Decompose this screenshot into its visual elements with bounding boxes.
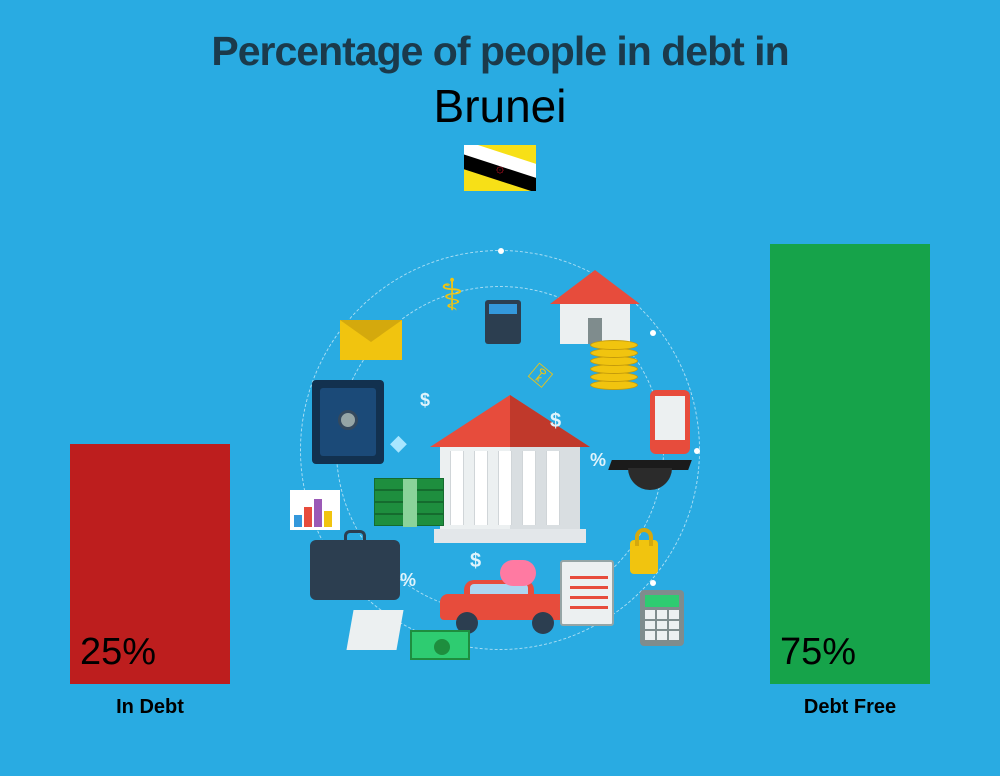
piggy-bank-icon [500,560,536,586]
percent-symbol: % [590,450,606,471]
phone-icon [650,390,690,454]
ring-dot [694,448,700,454]
safe-icon [312,380,384,464]
envelope-icon [340,320,402,360]
coins-icon [590,340,650,410]
ring-dot [650,580,656,586]
bar-in-debt-label: In Debt [70,696,230,719]
mini-chart-icon [290,490,340,530]
bar-debt-free-value: 75% [780,631,856,674]
bar-in-debt-value: 25% [80,631,156,674]
dollar-symbol: $ [550,410,561,433]
finance-illustration: ⚿ ⚕ ◆ $ % $ % $ [290,240,710,660]
car-icon [440,580,570,636]
document-icon [346,610,403,650]
banknote-icon [410,630,470,660]
title-sub: Brunei [0,79,1000,133]
cash-stack-icon [374,470,444,540]
title-main: Percentage of people in debt in [0,0,1000,75]
caduceus-icon: ⚕ [440,270,464,321]
bank-icon [430,395,590,545]
flag-brunei: ۞ [464,145,536,191]
bar-debt-free: 75% [770,244,930,684]
briefcase-icon [310,540,400,600]
calculator-icon [640,590,684,646]
diamond-icon: ◆ [390,430,407,456]
dollar-symbol: $ [470,550,481,573]
padlock-icon [630,540,658,574]
dollar-symbol: $ [420,390,430,411]
flag-emblem: ۞ [496,160,504,177]
percent-symbol: % [400,570,416,591]
ring-dot [650,330,656,336]
graduation-cap-icon [610,460,690,500]
house-icon [550,270,640,350]
clipboard-icon [560,560,614,626]
ring-dot [498,248,504,254]
bar-debt-free-label: Debt Free [770,696,930,719]
calculator-small-icon [485,300,521,344]
bar-in-debt: 25% [70,444,230,684]
